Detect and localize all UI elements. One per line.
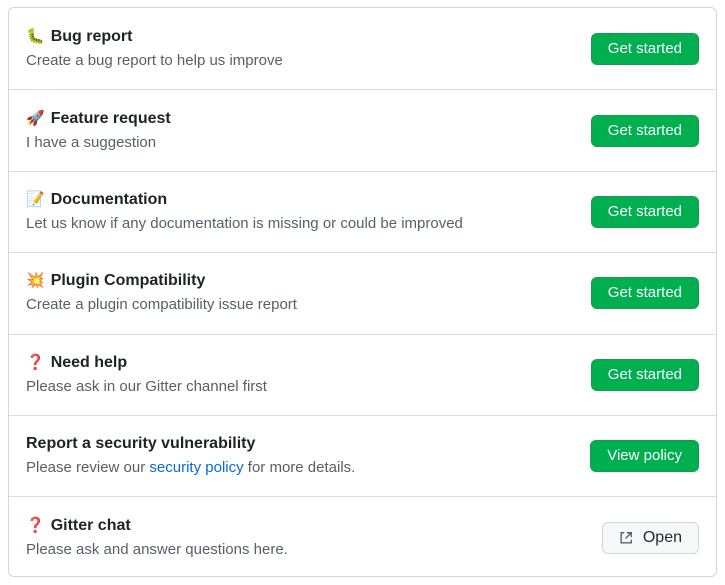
get-started-button[interactable]: Get started xyxy=(590,32,699,65)
template-description: Let us know if any documentation is miss… xyxy=(26,214,463,232)
external-link-icon xyxy=(620,531,632,544)
get-started-button[interactable]: Get started xyxy=(590,277,699,310)
template-title-text: Bug report xyxy=(50,27,133,45)
template-title-text: Need help xyxy=(50,353,128,371)
template-title: 📝 Documentation xyxy=(26,189,591,211)
template-description: Create a bug report to help us improve xyxy=(26,51,283,69)
question-icon: ❓ xyxy=(26,516,45,534)
gitter-row: ❓ Gitter chat Please ask and answer quest… xyxy=(9,496,716,577)
security-desc-after: for more details. xyxy=(243,459,356,477)
template-title: 💥 Plugin Compatibility xyxy=(26,270,591,292)
gitter-title: ❓ Gitter chat xyxy=(26,515,602,537)
template-title-text: Feature request xyxy=(50,109,171,127)
security-desc-before: Please review our xyxy=(26,459,150,477)
issue-template-list: 🐛 Bug report Create a bug report to help … xyxy=(8,7,717,577)
view-policy-button[interactable]: View policy xyxy=(590,440,699,473)
gitter-title-text: Gitter chat xyxy=(50,516,131,534)
template-row: 🚀 Feature request I have a suggestion Get… xyxy=(9,89,716,170)
template-emoji-icon: 🚀 xyxy=(26,109,45,127)
template-row: ❓ Need help Please ask in our Gitter chan… xyxy=(9,333,716,415)
get-started-button[interactable]: Get started xyxy=(590,195,699,228)
template-row: 📝 Documentation Let us know if any docume… xyxy=(9,170,716,252)
open-button[interactable]: Open xyxy=(601,521,699,554)
template-description: Please ask in our Gitter channel first xyxy=(26,377,267,395)
template-emoji-icon: ❓ xyxy=(26,353,45,371)
template-title-text: Plugin Compatibility xyxy=(50,272,206,290)
gitter-description: Please ask and answer questions here. xyxy=(26,540,288,558)
security-row: Report a security vulnerability Please r… xyxy=(9,414,716,496)
get-started-button[interactable]: Get started xyxy=(590,358,699,391)
template-title-text: Documentation xyxy=(50,190,168,208)
template-title: ❓ Need help xyxy=(26,352,591,374)
security-policy-link[interactable]: security policy xyxy=(149,459,244,477)
template-emoji-icon: 🐛 xyxy=(26,27,45,45)
open-label: Open xyxy=(642,528,682,546)
security-title: Report a security vulnerability xyxy=(26,435,256,453)
template-title: 🐛 Bug report xyxy=(26,26,591,48)
template-description: Create a plugin compatibility issue repo… xyxy=(26,296,297,314)
template-row: 💥 Plugin Compatibility Create a plugin co… xyxy=(9,252,716,333)
security-description: Please review our security policy for mo… xyxy=(26,457,590,479)
template-emoji-icon: 💥 xyxy=(26,272,45,290)
get-started-button[interactable]: Get started xyxy=(590,114,699,147)
template-title: 🚀 Feature request xyxy=(26,108,591,130)
template-row: 🐛 Bug report Create a bug report to help … xyxy=(9,8,716,89)
template-description: I have a suggestion xyxy=(26,133,157,151)
template-emoji-icon: 📝 xyxy=(26,190,45,208)
